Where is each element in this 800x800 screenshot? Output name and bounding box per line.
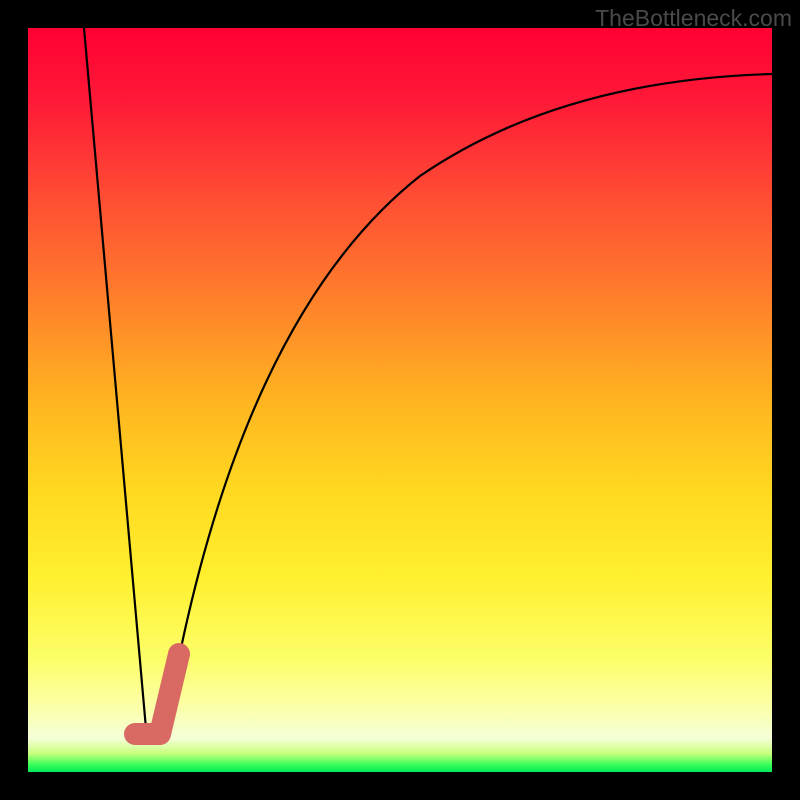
bottleneck-chart: TheBottleneck.com: [0, 0, 800, 800]
chart-canvas: [0, 0, 800, 800]
watermark-text: TheBottleneck.com: [595, 5, 792, 32]
